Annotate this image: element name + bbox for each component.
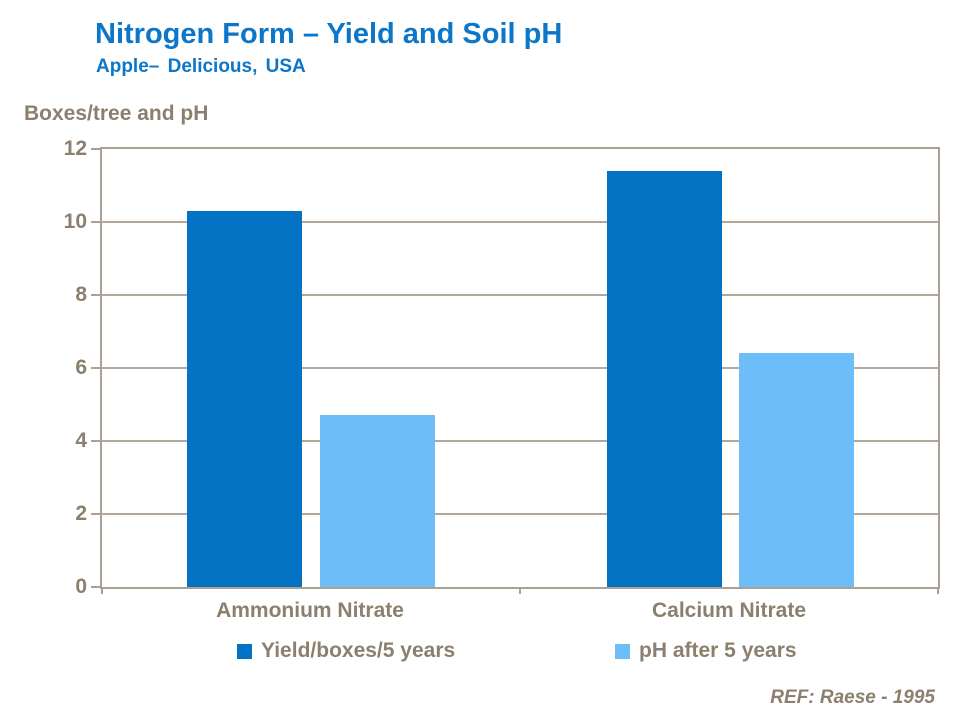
x-tick-mark-100 [937, 587, 939, 594]
bar-ph-after-5-years-calcium-nitrate [739, 353, 854, 587]
bar-ph-after-5-years-ammonium-nitrate [320, 415, 435, 587]
y-tick-label-10: 10 [63, 210, 87, 233]
x-tick-mark-0 [101, 587, 103, 594]
legend-label-ph: pH after 5 years [639, 639, 797, 662]
legend-item-ph: pH after 5 years [615, 638, 797, 664]
category-label-calcium-nitrate: Calcium Nitrate [651, 599, 807, 622]
chart-title: Nitrogen Form – Yield and Soil pH [95, 18, 563, 50]
category-label-ammonium-nitrate: Ammonium Nitrate [216, 599, 404, 622]
chart-subtitle: Apple– Delicious, USA [96, 56, 306, 77]
y-tick-label-2: 2 [75, 502, 87, 525]
y-tick-label-6: 6 [75, 356, 87, 379]
x-tick-mark-50 [519, 587, 521, 594]
legend-swatch-ph-icon [615, 643, 630, 659]
y-tick-label-8: 8 [75, 283, 87, 306]
y-tick-mark-6 [91, 367, 100, 369]
y-tick-mark-2 [91, 513, 100, 515]
legend-item-yield: Yield/boxes/5 years [237, 638, 455, 664]
y-tick-mark-4 [91, 440, 100, 442]
reference-label: REF: Raese - 1995 [770, 687, 935, 708]
y-tick-label-4: 4 [75, 429, 87, 452]
y-tick-mark-10 [91, 221, 100, 223]
gridline-8 [102, 294, 938, 296]
gridline-10 [102, 221, 938, 223]
y-tick-mark-0 [91, 586, 100, 588]
bar-yield-boxes-5-years-calcium-nitrate [607, 171, 722, 587]
gridline-6 [102, 367, 938, 369]
gridline-4 [102, 440, 938, 442]
y-tick-label-0: 0 [75, 575, 87, 598]
legend-swatch-yield-icon [237, 643, 252, 659]
plot-area: 0 2 4 6 8 10 12 [64, 137, 940, 598]
bar-yield-boxes-5-years-ammonium-nitrate [187, 211, 302, 587]
y-axis-title: Boxes/tree and pH [24, 102, 209, 125]
y-tick-mark-12 [91, 148, 100, 150]
gridline-2 [102, 513, 938, 515]
y-tick-label-12: 12 [63, 137, 87, 160]
y-tick-mark-8 [91, 294, 100, 296]
legend-label-yield: Yield/boxes/5 years [261, 639, 456, 662]
